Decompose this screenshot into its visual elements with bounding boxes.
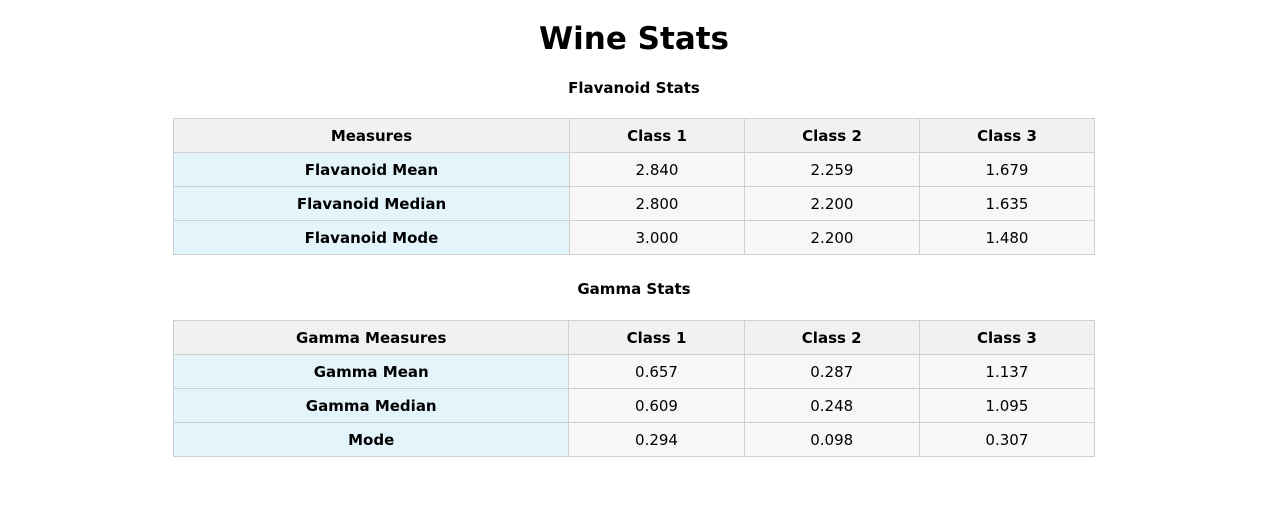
row-label: Gamma Median (172, 388, 570, 423)
table-row: Flavanoid Median 2.800 2.200 1.635 (173, 186, 1095, 221)
table-cell: 1.137 (918, 354, 1096, 389)
table-cell: 0.287 (743, 354, 920, 389)
row-label: Flavanoid Mode (173, 220, 570, 255)
gamma-stats-table: Gamma Measures Class 1 Class 2 Class 3 G… (172, 320, 1096, 457)
table-cell: 0.609 (568, 388, 745, 423)
column-header-class-2: Class 2 (743, 320, 920, 355)
table-row: Mode 0.294 0.098 0.307 (172, 422, 1096, 457)
table-cell: 2.259 (744, 152, 920, 187)
column-header-class-1: Class 1 (569, 118, 745, 153)
table-row: Flavanoid Mode 3.000 2.200 1.480 (173, 220, 1095, 255)
table-cell: 0.294 (568, 422, 745, 457)
table-cell: 1.635 (919, 186, 1095, 221)
table-cell: 2.840 (569, 152, 745, 187)
table-row: Gamma Mean 0.657 0.287 1.137 (172, 354, 1096, 389)
table-cell: 0.248 (743, 388, 920, 423)
table-cell: 0.657 (568, 354, 745, 389)
table-cell: 1.095 (918, 388, 1096, 423)
table-cell: 3.000 (569, 220, 745, 255)
column-header-measures: Measures (173, 118, 570, 153)
column-header-class-1: Class 1 (568, 320, 745, 355)
column-header-class-3: Class 3 (919, 118, 1095, 153)
column-header-gamma-measures: Gamma Measures (172, 320, 570, 355)
row-label: Flavanoid Mean (173, 152, 570, 187)
table-cell: 2.800 (569, 186, 745, 221)
table-cell: 0.307 (918, 422, 1096, 457)
row-label: Mode (172, 422, 570, 457)
table-header-row: Measures Class 1 Class 2 Class 3 (173, 118, 1095, 153)
table-cell: 2.200 (744, 186, 920, 221)
table-cell: 1.679 (919, 152, 1095, 187)
gamma-section-title: Gamma Stats (577, 280, 691, 298)
page-title: Wine Stats (538, 21, 730, 57)
row-label: Gamma Mean (172, 354, 570, 389)
table-cell: 1.480 (919, 220, 1095, 255)
table-row: Gamma Median 0.609 0.248 1.095 (172, 388, 1096, 423)
row-label: Flavanoid Median (173, 186, 570, 221)
table-header-row: Gamma Measures Class 1 Class 2 Class 3 (172, 320, 1096, 355)
table-cell: 2.200 (744, 220, 920, 255)
column-header-class-2: Class 2 (744, 118, 920, 153)
table-row: Flavanoid Mean 2.840 2.259 1.679 (173, 152, 1095, 187)
flavanoid-section-title: Flavanoid Stats (568, 79, 700, 97)
flavanoid-stats-table: Measures Class 1 Class 2 Class 3 Flavano… (173, 118, 1095, 255)
table-cell: 0.098 (743, 422, 920, 457)
column-header-class-3: Class 3 (918, 320, 1096, 355)
